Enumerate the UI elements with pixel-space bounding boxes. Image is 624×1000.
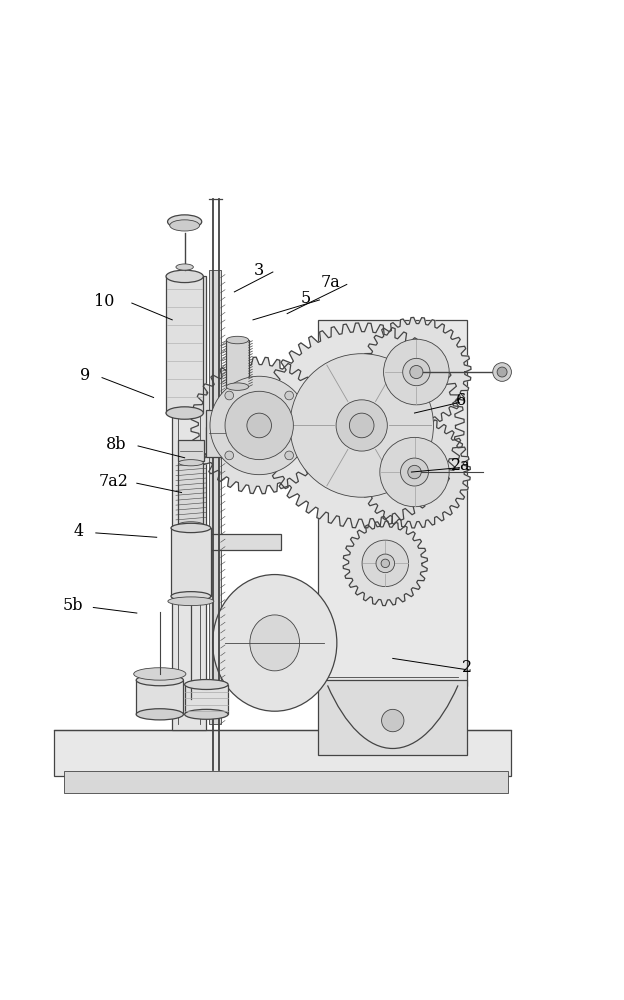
FancyBboxPatch shape — [178, 463, 203, 525]
Polygon shape — [359, 416, 470, 528]
Ellipse shape — [170, 220, 200, 231]
Ellipse shape — [178, 522, 203, 528]
Ellipse shape — [227, 383, 248, 390]
Circle shape — [285, 391, 293, 400]
Circle shape — [290, 354, 434, 497]
Ellipse shape — [185, 709, 228, 719]
Ellipse shape — [185, 680, 228, 689]
Ellipse shape — [176, 264, 193, 270]
Circle shape — [408, 465, 421, 479]
Circle shape — [247, 413, 271, 438]
Circle shape — [384, 339, 449, 405]
FancyBboxPatch shape — [210, 270, 221, 724]
Text: 4: 4 — [74, 523, 84, 540]
Polygon shape — [343, 521, 427, 606]
Ellipse shape — [168, 597, 214, 606]
Ellipse shape — [213, 575, 337, 711]
Circle shape — [402, 358, 430, 386]
Text: 2: 2 — [462, 659, 472, 676]
FancyBboxPatch shape — [178, 440, 204, 461]
Text: 7a2: 7a2 — [98, 473, 128, 490]
FancyBboxPatch shape — [185, 685, 228, 714]
Ellipse shape — [168, 215, 202, 229]
Text: 3: 3 — [254, 262, 265, 279]
Circle shape — [362, 540, 409, 587]
Circle shape — [380, 437, 449, 507]
Circle shape — [225, 451, 233, 460]
Ellipse shape — [171, 523, 211, 533]
Ellipse shape — [171, 592, 211, 601]
FancyBboxPatch shape — [318, 680, 467, 755]
Circle shape — [401, 458, 429, 486]
Circle shape — [349, 413, 374, 438]
FancyBboxPatch shape — [64, 771, 508, 793]
Circle shape — [225, 391, 233, 400]
FancyBboxPatch shape — [54, 730, 511, 776]
Circle shape — [285, 451, 293, 460]
Circle shape — [381, 559, 389, 568]
Text: 10: 10 — [94, 293, 114, 310]
Polygon shape — [362, 317, 471, 427]
Circle shape — [493, 363, 512, 381]
FancyBboxPatch shape — [172, 276, 207, 730]
Circle shape — [376, 554, 394, 573]
Ellipse shape — [227, 336, 248, 344]
Circle shape — [225, 391, 293, 460]
Text: 6: 6 — [456, 392, 466, 409]
Ellipse shape — [136, 709, 183, 720]
FancyBboxPatch shape — [207, 534, 281, 550]
Ellipse shape — [166, 270, 203, 283]
FancyBboxPatch shape — [207, 410, 241, 457]
FancyBboxPatch shape — [171, 528, 211, 596]
FancyBboxPatch shape — [227, 340, 248, 387]
Polygon shape — [259, 323, 464, 528]
FancyBboxPatch shape — [166, 276, 203, 413]
Ellipse shape — [178, 460, 203, 466]
Text: 8b: 8b — [106, 436, 127, 453]
Circle shape — [336, 400, 388, 451]
Circle shape — [210, 376, 308, 475]
Text: 7a: 7a — [321, 274, 341, 291]
Ellipse shape — [166, 407, 203, 419]
Ellipse shape — [250, 615, 300, 671]
Circle shape — [410, 365, 423, 379]
FancyBboxPatch shape — [207, 427, 275, 450]
Circle shape — [382, 709, 404, 732]
Circle shape — [497, 367, 507, 377]
Ellipse shape — [136, 675, 183, 686]
Ellipse shape — [134, 668, 186, 680]
Text: 2a: 2a — [451, 457, 471, 474]
FancyBboxPatch shape — [318, 320, 467, 686]
Text: 9: 9 — [80, 367, 90, 384]
Text: 5b: 5b — [62, 597, 83, 614]
FancyBboxPatch shape — [136, 680, 183, 714]
Polygon shape — [191, 357, 328, 494]
Text: 5: 5 — [301, 290, 311, 307]
